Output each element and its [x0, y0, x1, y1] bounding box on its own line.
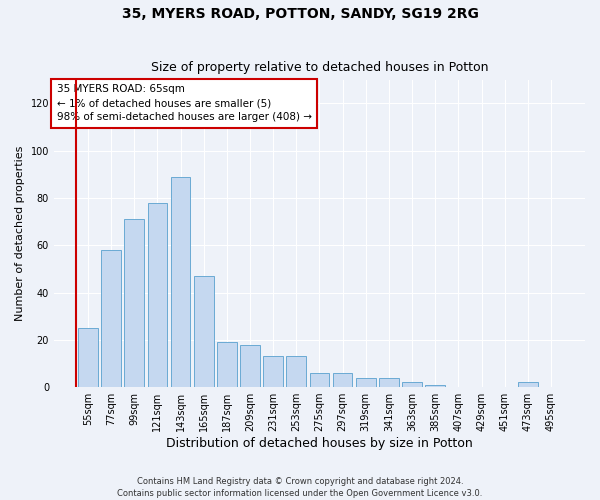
Bar: [240, 344, 260, 387]
Bar: [286, 356, 306, 387]
Y-axis label: Number of detached properties: Number of detached properties: [15, 146, 25, 321]
Bar: [356, 378, 376, 387]
Text: 35 MYERS ROAD: 65sqm
← 1% of detached houses are smaller (5)
98% of semi-detache: 35 MYERS ROAD: 65sqm ← 1% of detached ho…: [56, 84, 311, 122]
Bar: [78, 328, 98, 387]
Text: 35, MYERS ROAD, POTTON, SANDY, SG19 2RG: 35, MYERS ROAD, POTTON, SANDY, SG19 2RG: [122, 8, 478, 22]
Bar: [402, 382, 422, 387]
Bar: [310, 373, 329, 387]
Bar: [425, 384, 445, 387]
Bar: [170, 176, 190, 387]
Text: Contains HM Land Registry data © Crown copyright and database right 2024.
Contai: Contains HM Land Registry data © Crown c…: [118, 476, 482, 498]
Bar: [148, 202, 167, 387]
Bar: [194, 276, 214, 387]
Bar: [333, 373, 352, 387]
Bar: [263, 356, 283, 387]
Title: Size of property relative to detached houses in Potton: Size of property relative to detached ho…: [151, 62, 488, 74]
X-axis label: Distribution of detached houses by size in Potton: Distribution of detached houses by size …: [166, 437, 473, 450]
Bar: [379, 378, 399, 387]
Bar: [217, 342, 236, 387]
Bar: [101, 250, 121, 387]
Bar: [518, 382, 538, 387]
Bar: [124, 220, 144, 387]
